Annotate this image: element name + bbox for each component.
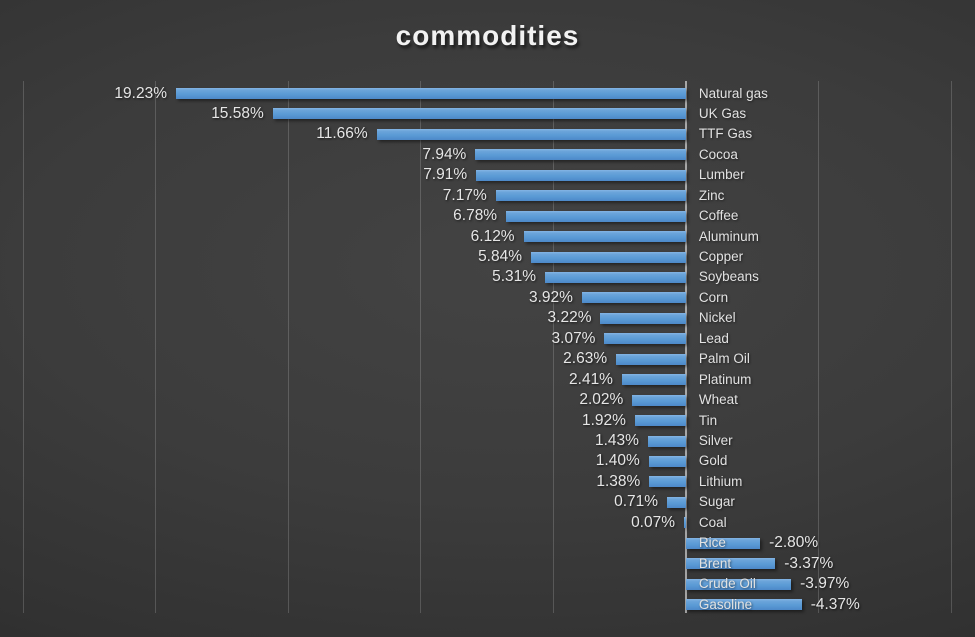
bar	[581, 292, 686, 304]
bar	[685, 599, 802, 611]
bar-value-label: -2.80%	[769, 534, 819, 552]
bar	[475, 149, 686, 161]
bar	[685, 578, 792, 590]
bar-value-label: 2.63%	[563, 350, 608, 368]
bar	[647, 435, 686, 447]
bar-value-label: -4.37%	[810, 595, 860, 613]
category-label: Coal	[698, 514, 727, 530]
category-label: Brent	[698, 555, 732, 571]
category-label: Gasoline	[698, 596, 753, 612]
bar	[523, 231, 686, 243]
bar	[545, 271, 686, 283]
category-label: Wheat	[698, 392, 738, 408]
category-label: Silver	[698, 433, 733, 448]
category-label: Nickel	[698, 310, 736, 326]
bar	[634, 415, 686, 427]
category-label: Platinum	[698, 371, 752, 387]
bar-value-label: -3.37%	[784, 554, 834, 572]
bar	[648, 455, 686, 467]
gridline	[817, 81, 819, 613]
bar	[632, 394, 686, 406]
bar-value-label: 3.22%	[547, 309, 592, 327]
bar	[175, 88, 686, 100]
bar	[616, 353, 686, 365]
bar-value-label: 7.91%	[423, 166, 468, 184]
bar-value-label: 2.41%	[569, 370, 613, 388]
bar	[621, 374, 686, 386]
bar-value-label: 1.92%	[582, 411, 626, 429]
bar	[649, 476, 686, 488]
bar-value-label: 1.43%	[595, 432, 639, 449]
category-label: Tin	[698, 412, 718, 428]
chart-title: commodities	[395, 20, 580, 51]
bar	[600, 312, 686, 324]
category-label: Lead	[698, 330, 729, 346]
bar	[685, 537, 761, 549]
bar-value-label: 6.78%	[453, 207, 498, 225]
gridline	[155, 81, 157, 613]
bar	[604, 333, 686, 345]
category-label: Gold	[698, 453, 728, 469]
bar	[684, 517, 686, 529]
bar-value-label: 3.92%	[528, 288, 573, 306]
category-label: Lithium	[698, 473, 743, 489]
category-label: Soybeans	[698, 269, 759, 285]
category-label: Zinc	[698, 187, 725, 203]
bar-value-label: 11.66%	[316, 125, 368, 143]
bar-value-label: 1.38%	[596, 472, 641, 490]
category-label: Copper	[698, 249, 744, 265]
bar-value-label: 15.58%	[211, 104, 264, 122]
bar	[506, 210, 686, 222]
bar	[376, 128, 686, 140]
bar-value-label: 19.23%	[114, 84, 167, 102]
bar-value-label: 3.07%	[551, 329, 596, 347]
category-label: Palm Oil	[698, 351, 750, 367]
bar	[685, 558, 776, 570]
bar-value-label: 0.71%	[614, 493, 659, 511]
gridline	[287, 81, 289, 613]
bar-value-label: 6.12%	[470, 227, 515, 245]
category-label: Crude Oil	[698, 576, 756, 592]
category-label: UK Gas	[698, 105, 747, 121]
gridline	[22, 81, 24, 613]
category-label: Cocoa	[698, 146, 738, 162]
gridline	[420, 81, 422, 613]
bar-value-label: 1.40%	[595, 452, 640, 470]
gridline	[950, 81, 952, 613]
bar-value-label: 2.02%	[579, 391, 624, 409]
value-axis-line	[684, 81, 687, 613]
category-label: Sugar	[698, 494, 735, 510]
bar	[495, 190, 686, 202]
category-label: Lumber	[698, 167, 745, 183]
bar	[531, 251, 686, 263]
category-label: Corn	[698, 289, 729, 305]
category-label: Aluminum	[698, 228, 759, 244]
category-label: Coffee	[698, 208, 739, 224]
bar-value-label: 5.31%	[492, 268, 537, 286]
gridline	[552, 81, 554, 613]
bar	[667, 496, 686, 508]
category-label: Rice	[698, 535, 726, 551]
bar-value-label: 5.84%	[478, 248, 523, 266]
bar	[272, 108, 686, 120]
category-label: Natural gas	[698, 85, 768, 101]
bar-value-label: 7.17%	[442, 186, 487, 204]
bar-value-label: 0.07%	[631, 513, 676, 531]
bar-value-label: -3.97%	[800, 575, 850, 593]
bar-value-label: 7.94%	[422, 145, 467, 163]
category-label: TTF Gas	[698, 126, 753, 142]
bar	[476, 169, 686, 181]
